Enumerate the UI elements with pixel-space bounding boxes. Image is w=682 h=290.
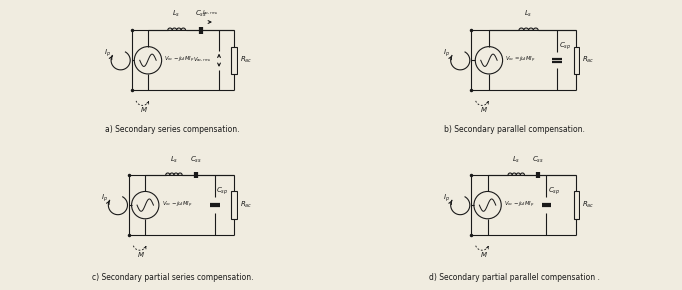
Bar: [231, 191, 237, 219]
Text: $V_{oc} = j\omega MI_p$: $V_{oc} = j\omega MI_p$: [505, 55, 536, 65]
Text: $L_s$: $L_s$: [524, 9, 533, 19]
Text: $V_{oc} - j\omega MI_p$: $V_{oc} - j\omega MI_p$: [504, 200, 535, 210]
Text: $I_p$: $I_p$: [443, 48, 450, 59]
Text: $M$: $M$: [479, 105, 488, 114]
Text: $C_{ss}$: $C_{ss}$: [532, 155, 544, 166]
Text: $V_{oc} - j\omega MI_p$: $V_{oc} - j\omega MI_p$: [162, 200, 192, 210]
Text: c) Secondary partial series compensation.: c) Secondary partial series compensation…: [92, 273, 253, 282]
Text: $C_{sp}$: $C_{sp}$: [548, 186, 560, 197]
Text: $R_{ac}$: $R_{ac}$: [582, 200, 594, 210]
Text: d) Secondary partial parallel compensation .: d) Secondary partial parallel compensati…: [430, 273, 600, 282]
Text: b) Secondary parallel compensation.: b) Secondary parallel compensation.: [445, 125, 585, 134]
Text: $C_{ss}$: $C_{ss}$: [190, 155, 202, 166]
Text: $I_{ac,rms}$: $I_{ac,rms}$: [203, 8, 219, 17]
Bar: [574, 47, 579, 74]
Text: $R_{ac}$: $R_{ac}$: [239, 55, 252, 65]
Bar: [231, 47, 237, 74]
Text: $R_{ac}$: $R_{ac}$: [239, 200, 252, 210]
Bar: [574, 191, 579, 219]
Text: a) Secondary series compensation.: a) Secondary series compensation.: [105, 125, 240, 134]
Text: $L_s$: $L_s$: [173, 9, 181, 19]
Text: $M$: $M$: [479, 250, 488, 259]
Text: $M$: $M$: [140, 105, 148, 114]
Text: $I_p$: $I_p$: [101, 193, 108, 204]
Text: $M$: $M$: [137, 250, 145, 259]
Text: $I_p$: $I_p$: [104, 48, 110, 59]
Text: $V_{ac,rms}$: $V_{ac,rms}$: [194, 56, 212, 64]
Text: $R_{ac}$: $R_{ac}$: [582, 55, 594, 65]
Text: $I_p$: $I_p$: [443, 193, 450, 204]
Text: $L_s$: $L_s$: [170, 155, 178, 166]
Text: $C_{ss}$: $C_{ss}$: [195, 9, 207, 19]
Text: $L_s$: $L_s$: [512, 155, 520, 166]
Text: $C_{sp}$: $C_{sp}$: [216, 186, 228, 197]
Text: $C_{sp}$: $C_{sp}$: [559, 41, 571, 52]
Text: $V_{oc} - j\omega MI_p$: $V_{oc} - j\omega MI_p$: [164, 55, 195, 65]
